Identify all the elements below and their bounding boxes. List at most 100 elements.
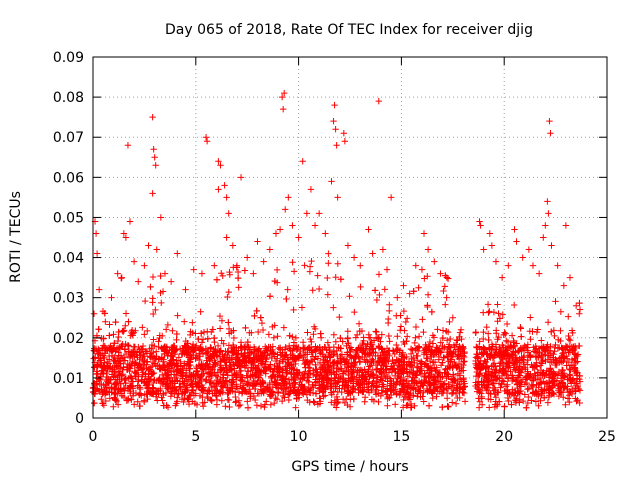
data-point xyxy=(155,343,162,351)
data-point xyxy=(213,352,220,359)
data-point xyxy=(99,364,107,372)
data-point xyxy=(158,344,165,352)
data-point xyxy=(439,403,446,411)
data-point xyxy=(139,369,147,376)
data-point xyxy=(274,389,282,397)
data-point xyxy=(168,361,175,368)
data-point xyxy=(230,361,237,368)
data-point xyxy=(332,274,339,281)
data-point xyxy=(337,345,344,352)
data-point xyxy=(423,377,430,385)
data-point xyxy=(495,310,502,317)
data-point xyxy=(513,238,520,245)
data-point xyxy=(499,377,506,384)
data-point xyxy=(220,355,227,362)
data-point xyxy=(355,389,362,396)
data-point xyxy=(159,380,167,388)
data-point xyxy=(310,330,317,338)
data-point xyxy=(344,242,352,249)
data-point xyxy=(173,330,181,338)
data-point xyxy=(529,382,537,389)
data-point xyxy=(187,356,194,363)
data-point xyxy=(150,349,157,356)
data-point xyxy=(427,381,434,388)
data-point xyxy=(289,352,297,359)
data-point xyxy=(187,391,194,399)
data-point xyxy=(524,399,532,407)
data-point xyxy=(149,113,156,121)
data-point xyxy=(559,372,567,379)
data-point xyxy=(445,371,452,378)
data-point xyxy=(130,258,138,265)
data-point xyxy=(492,327,500,334)
data-point xyxy=(499,311,506,318)
data-point xyxy=(410,354,417,362)
data-point xyxy=(353,331,361,339)
data-point xyxy=(330,331,338,338)
data-point xyxy=(129,332,136,339)
data-point xyxy=(510,392,518,400)
data-point xyxy=(207,396,214,403)
data-point xyxy=(424,291,432,298)
data-point xyxy=(420,398,427,405)
data-point xyxy=(122,310,130,317)
data-point xyxy=(500,331,508,339)
data-point xyxy=(122,322,129,329)
data-point xyxy=(511,301,518,309)
data-point xyxy=(317,330,324,337)
data-point xyxy=(120,327,128,334)
data-point xyxy=(403,377,410,385)
data-point xyxy=(253,402,261,409)
data-point xyxy=(475,404,483,411)
data-point xyxy=(111,390,118,397)
data-point xyxy=(130,401,138,408)
data-point xyxy=(525,393,532,401)
data-point xyxy=(544,198,551,205)
data-point xyxy=(376,291,383,299)
data-point xyxy=(304,386,312,394)
data-point xyxy=(97,357,104,364)
data-point xyxy=(537,397,544,404)
data-point xyxy=(298,304,306,311)
data-point xyxy=(192,351,200,359)
data-point xyxy=(146,381,153,389)
data-point xyxy=(551,332,558,340)
data-point xyxy=(332,338,340,345)
data-point xyxy=(315,385,323,392)
data-point xyxy=(174,312,181,319)
data-point xyxy=(152,306,159,314)
data-point xyxy=(322,230,329,237)
data-point xyxy=(331,101,338,109)
data-point xyxy=(272,230,280,237)
data-point xyxy=(541,394,548,401)
data-point xyxy=(396,357,404,365)
data-point xyxy=(131,359,139,366)
x-tick-label: 25 xyxy=(598,429,616,445)
data-point xyxy=(440,287,447,295)
y-tick-label: 0.06 xyxy=(53,170,84,186)
data-point xyxy=(148,353,156,360)
data-point xyxy=(347,344,355,351)
data-point xyxy=(231,370,238,378)
data-point xyxy=(548,242,555,249)
data-point xyxy=(99,391,106,398)
data-point xyxy=(418,266,426,273)
data-point xyxy=(550,351,557,358)
data-point xyxy=(150,146,157,153)
data-point xyxy=(346,344,353,352)
data-point xyxy=(225,319,232,326)
data-point xyxy=(120,354,128,361)
data-point xyxy=(472,329,479,337)
data-point xyxy=(412,323,420,331)
data-point xyxy=(290,268,298,275)
data-point xyxy=(267,401,275,408)
data-point xyxy=(434,326,441,333)
data-point xyxy=(378,389,386,396)
data-point xyxy=(493,402,501,410)
data-point xyxy=(161,270,169,277)
data-point xyxy=(263,366,270,373)
data-point xyxy=(370,375,377,382)
data-point xyxy=(375,398,382,406)
data-point xyxy=(371,287,379,294)
data-point xyxy=(527,353,534,360)
